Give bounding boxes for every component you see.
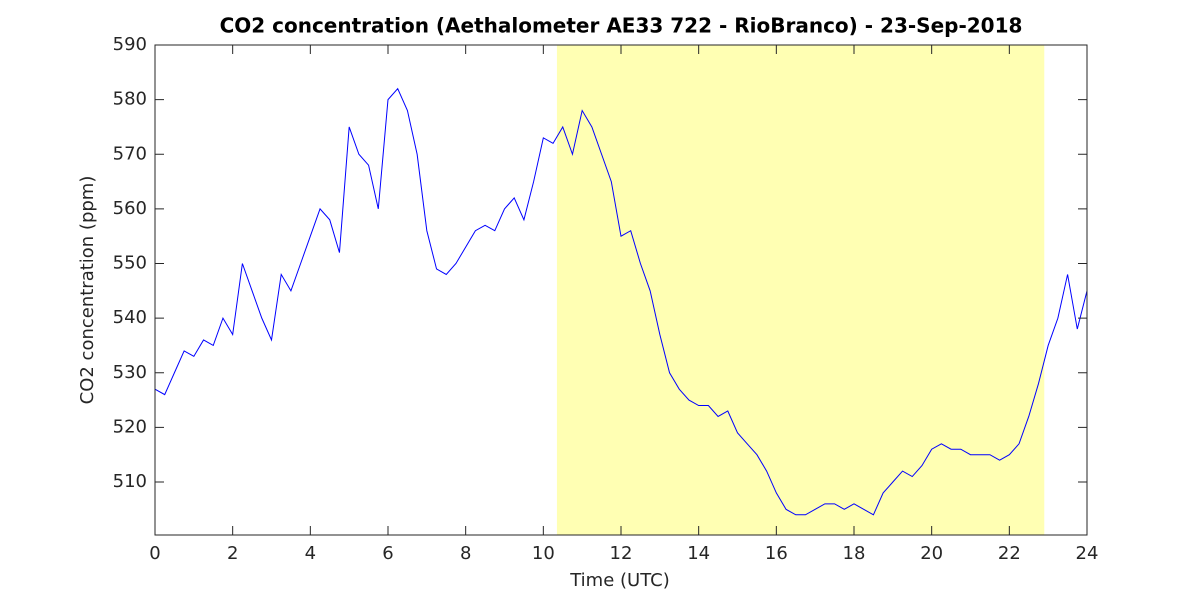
x-tick-label: 0 xyxy=(149,543,160,564)
x-tick-label: 14 xyxy=(687,543,710,564)
y-tick-label: 530 xyxy=(113,362,147,383)
y-tick-label: 540 xyxy=(113,307,147,328)
x-tick-label: 4 xyxy=(305,543,316,564)
y-axis-label: CO2 concentration (ppm) xyxy=(77,176,98,405)
x-tick-label: 16 xyxy=(765,543,788,564)
x-tick-label: 24 xyxy=(1076,543,1099,564)
x-tick-label: 6 xyxy=(382,543,393,564)
y-tick-label: 550 xyxy=(113,253,147,274)
y-tick-label: 560 xyxy=(113,198,147,219)
y-tick-label: 570 xyxy=(113,143,147,164)
x-tick-label: 10 xyxy=(532,543,555,564)
chart-title: CO2 concentration (Aethalometer AE33 722… xyxy=(220,14,1023,38)
y-tick-label: 520 xyxy=(113,416,147,437)
y-tick-label: 510 xyxy=(113,471,147,492)
y-tick-label: 590 xyxy=(113,34,147,55)
data-line xyxy=(154,87,1088,516)
x-tick-label: 12 xyxy=(610,543,633,564)
x-tick-label: 22 xyxy=(998,543,1021,564)
y-tick-label: 580 xyxy=(113,89,147,110)
x-tick-label: 18 xyxy=(843,543,866,564)
highlight-region xyxy=(556,45,1045,535)
x-tick-label: 2 xyxy=(227,543,238,564)
x-tick-label: 8 xyxy=(460,543,471,564)
x-axis-label: Time (UTC) xyxy=(569,570,670,591)
x-tick-label: 20 xyxy=(920,543,943,564)
